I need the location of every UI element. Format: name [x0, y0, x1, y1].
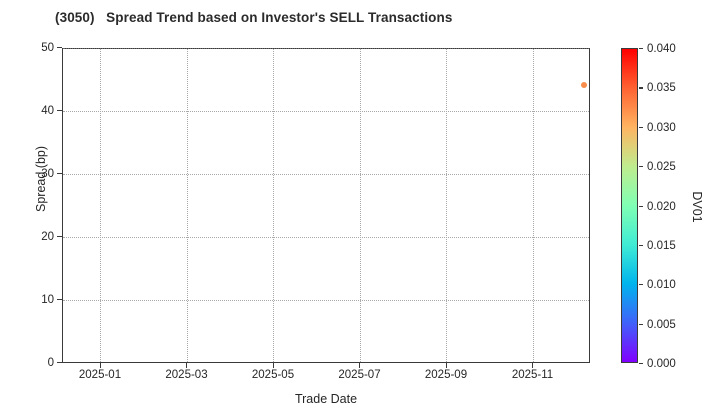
colorbar-tick-label: 0.000: [647, 358, 676, 370]
plot-area: [62, 48, 590, 363]
colorbar-gradient: [621, 48, 638, 363]
colorbar-tick-mark: [639, 48, 643, 50]
gridline-y-50: [63, 48, 589, 49]
x-tick-mark: [186, 363, 188, 368]
colorbar-tick-label: 0.010: [647, 279, 676, 292]
x-tick-mark: [445, 363, 447, 368]
colorbar-tick-label: 0.015: [647, 239, 676, 252]
x-tick-label: 2025-05: [251, 369, 295, 381]
colorbar-tick-mark: [639, 284, 643, 286]
gridline-x-2025-11: [532, 49, 534, 362]
gridline-y-30: [63, 174, 589, 175]
y-tick-mark: [57, 173, 62, 175]
y-tick-label: 50: [41, 42, 54, 54]
gridline-x-2025-07: [359, 49, 361, 362]
gridline-x-2025-05: [273, 49, 274, 362]
colorbar-tick-mark: [639, 323, 643, 325]
gridline-x-2025-09: [446, 49, 447, 362]
x-tick-label: 2025-09: [424, 369, 468, 381]
colorbar-tick-mark: [639, 166, 643, 168]
scatter-point: [581, 82, 587, 88]
y-tick-label: 30: [41, 168, 54, 180]
colorbar-tick-mark: [639, 126, 643, 128]
x-axis-label: Trade Date: [294, 392, 358, 406]
colorbar-tick-mark: [639, 244, 643, 247]
y-tick-mark: [57, 299, 62, 301]
x-tick-label: 2025-01: [78, 369, 122, 381]
x-tick-mark: [532, 363, 534, 368]
y-tick-mark: [57, 110, 62, 112]
colorbar-tick-label: 0.025: [647, 161, 676, 174]
x-tick-mark: [272, 363, 274, 368]
y-tick-mark: [57, 362, 62, 364]
x-tick-label: 2025-11: [511, 369, 554, 381]
colorbar-tick-label: 0.040: [647, 43, 676, 55]
colorbar-tick-label: 0.035: [647, 82, 676, 95]
x-tick-mark: [99, 363, 101, 368]
gridline-y-10: [63, 300, 589, 301]
y-tick-mark: [57, 236, 62, 238]
gridline-y-40: [63, 111, 589, 112]
gridline-x-2025-01: [100, 49, 101, 362]
gridline-x-2025-03: [186, 49, 188, 362]
gridline-y-20: [63, 237, 589, 238]
colorbar-tick-label: 0.030: [647, 121, 676, 134]
x-tick-label: 2025-03: [165, 369, 208, 381]
colorbar-axis-label: DV01: [690, 191, 704, 223]
chart-title: (3050) Spread Trend based on Investor's …: [55, 10, 453, 25]
colorbar-tick-mark: [639, 363, 643, 365]
x-tick-label: 2025-07: [338, 369, 381, 381]
colorbar-tick-mark: [639, 205, 643, 207]
x-tick-mark: [359, 363, 361, 368]
y-tick-label: 10: [41, 294, 54, 306]
colorbar-tick-label: 0.005: [647, 318, 676, 331]
y-tick-label: 0: [47, 357, 54, 369]
y-tick-mark: [57, 47, 62, 49]
y-tick-label: 40: [41, 105, 54, 117]
y-tick-label: 20: [41, 231, 54, 243]
colorbar-tick-label: 0.020: [647, 200, 676, 213]
colorbar-tick-mark: [639, 87, 643, 89]
